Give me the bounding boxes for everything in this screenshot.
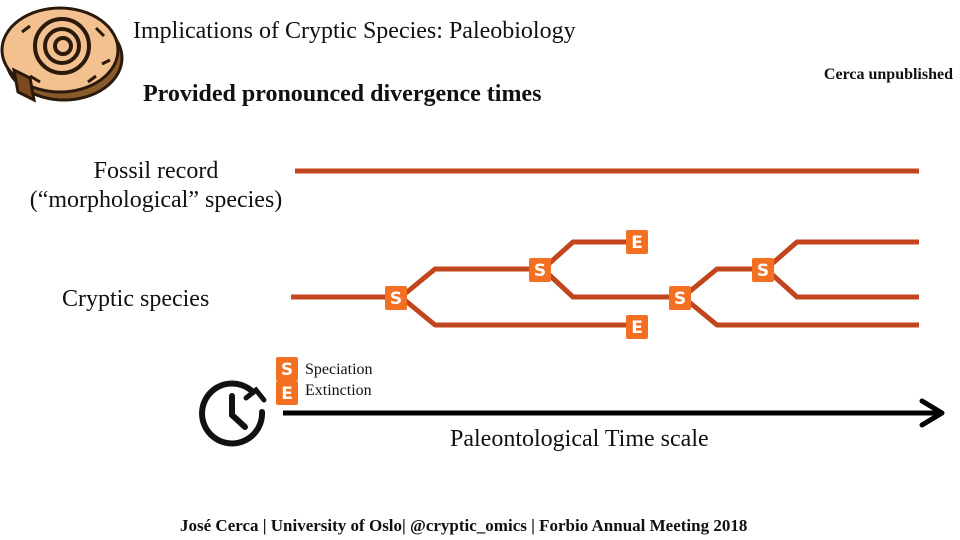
cryptic-branch-mid-up	[681, 266, 766, 299]
cryptic-branch-lower	[399, 295, 640, 328]
footer-credit: José Cerca | University of Oslo| @crypti…	[180, 516, 748, 535]
speciation-symbol: S	[757, 261, 769, 281]
speciation-symbol: S	[390, 289, 402, 309]
extinction-symbol: E	[631, 318, 643, 338]
legend-extinction-badge: E	[276, 381, 298, 405]
cryptic-branch-upper	[399, 266, 543, 299]
fossil-record-label: Fossil record (“morphological” species)	[0, 157, 312, 215]
cryptic-branch-upper-bottom	[541, 267, 683, 300]
legend-speciation-symbol: S	[281, 360, 293, 380]
cryptic-branch-mid-down	[681, 295, 780, 328]
legend-speciation-label: Speciation	[305, 361, 373, 378]
slide-title: Implications of Cryptic Species: Paleobi…	[133, 18, 576, 44]
extinction-badge: E	[626, 315, 648, 339]
legend-extinction-symbol: E	[281, 384, 293, 404]
fossil-record-label-text: Fossil record (“morphological” species)	[29, 158, 283, 213]
slide-subtitle: Provided pronounced divergence times	[143, 81, 542, 107]
speciation-badge: S	[669, 286, 691, 310]
time-axis-label: Paleontological Time scale	[450, 426, 709, 452]
clock-icon	[199, 380, 267, 447]
extinction-symbol: E	[631, 233, 643, 253]
citation-note: Cerca unpublished	[823, 66, 953, 83]
cryptic-branch-top-end	[764, 239, 919, 271]
cryptic-branch-upper-top	[541, 239, 640, 271]
legend-speciation-badge: S	[276, 357, 298, 381]
speciation-symbol: S	[674, 289, 686, 309]
time-axis-arrowhead	[919, 398, 945, 428]
cryptic-branch-mid-end	[764, 267, 919, 300]
cryptic-species-label: Cryptic species	[62, 286, 210, 312]
speciation-badge: S	[529, 258, 551, 282]
extinction-badge: E	[626, 230, 648, 254]
speciation-symbol: S	[534, 261, 546, 281]
fossil-ammonite-icon	[0, 6, 124, 103]
legend-extinction-label: Extinction	[305, 382, 372, 399]
speciation-badge: S	[385, 286, 407, 310]
speciation-badge: S	[752, 258, 774, 282]
arrow-right-icon	[283, 398, 945, 428]
